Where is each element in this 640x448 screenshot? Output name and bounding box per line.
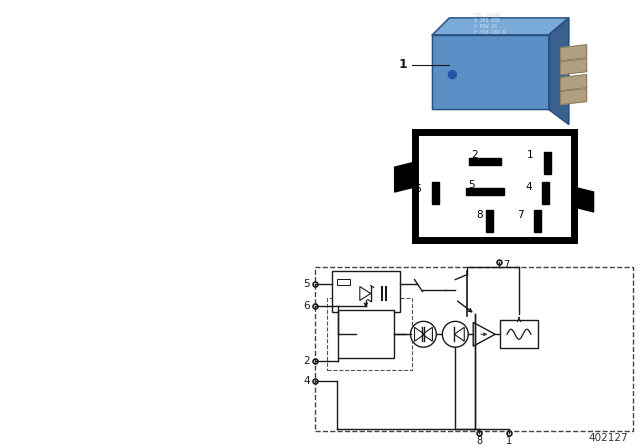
- Text: 6: 6: [414, 184, 420, 194]
- Text: 2: 2: [303, 356, 310, 366]
- Circle shape: [410, 321, 436, 347]
- Bar: [534, 210, 541, 232]
- Polygon shape: [561, 45, 587, 60]
- Text: SBL-1004B
0 303 035
® BMW AG
F Y43-18V-K: SBL-1004B 0 303 035 ® BMW AG F Y43-18V-K: [474, 13, 506, 35]
- Text: 8: 8: [476, 436, 483, 446]
- Polygon shape: [561, 75, 587, 90]
- Text: 4: 4: [303, 376, 310, 386]
- Bar: [544, 152, 551, 174]
- Text: 402127: 402127: [589, 433, 628, 443]
- Polygon shape: [549, 18, 569, 125]
- Bar: [467, 188, 504, 195]
- Polygon shape: [573, 187, 593, 212]
- Text: 4: 4: [525, 182, 532, 192]
- Bar: [415, 132, 573, 240]
- Text: 2: 2: [471, 150, 478, 160]
- Text: 1: 1: [399, 58, 408, 71]
- Text: 7: 7: [503, 260, 509, 270]
- Bar: [337, 279, 350, 284]
- Bar: [327, 298, 412, 370]
- Polygon shape: [561, 59, 587, 75]
- Text: 1: 1: [527, 150, 534, 160]
- Polygon shape: [433, 35, 549, 109]
- Polygon shape: [395, 162, 415, 192]
- Polygon shape: [433, 18, 569, 35]
- Bar: [338, 310, 394, 358]
- Bar: [486, 210, 493, 232]
- Circle shape: [449, 71, 456, 78]
- Circle shape: [442, 321, 468, 347]
- Text: 1: 1: [506, 436, 512, 446]
- Bar: [315, 267, 634, 431]
- Text: 5: 5: [468, 180, 475, 190]
- Bar: [500, 320, 538, 348]
- Bar: [469, 158, 501, 165]
- Text: 8: 8: [477, 210, 483, 220]
- Bar: [332, 271, 399, 312]
- Text: 7: 7: [517, 210, 524, 220]
- Text: 6: 6: [303, 302, 310, 311]
- Text: 5: 5: [303, 279, 310, 289]
- Bar: [542, 182, 549, 204]
- Bar: [433, 182, 440, 204]
- Polygon shape: [473, 323, 495, 346]
- Polygon shape: [561, 89, 587, 104]
